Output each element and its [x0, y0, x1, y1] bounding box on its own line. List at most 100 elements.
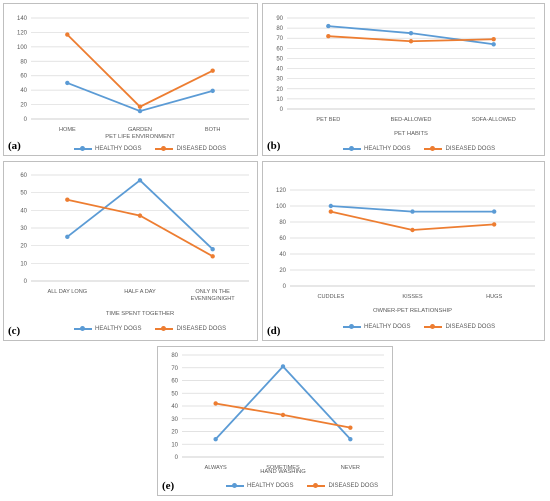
legend-label-healthy: HEALTHY DOGS [247, 483, 294, 489]
chart-panel-a: 0 20 40 60 80 100 120 140 HOME GARDEN BOTH PET LIFE… [3, 3, 258, 156]
legend-b: HEALTHY DOGS DISEASED DOGS [343, 146, 495, 152]
data-point-healthy [65, 234, 70, 240]
x-axis-label: PET LIFE ENVIRONMENT [105, 134, 175, 140]
data-point-healthy [210, 88, 215, 94]
chart-e-svg: 0 10 20 30 40 50 60 70 80 ALWAYS SOMETIMES NEVER HAN… [171, 353, 384, 475]
legend-c: HEALTHY DOGS DISEASED DOGS [74, 326, 226, 332]
legend-e: HEALTHY DOGS DISEASED DOGS [226, 483, 378, 489]
legend-label-diseased: DISEASED DOGS [445, 324, 496, 330]
x-tick-label: HALF A DAY [124, 289, 156, 295]
legend-swatch-diseased [424, 324, 443, 329]
chart-c-svg: 0 10 20 30 40 50 60 ALL DAY LONG HALF A DAY ONLY … [20, 173, 249, 317]
x-tick-label: KISSES [402, 294, 422, 300]
legend-label-diseased: DISEASED DOGS [176, 326, 227, 332]
chart-panel-e: 0 10 20 30 40 50 60 70 80 ALWAYS SOMETIMES NEVER HAN… [157, 346, 393, 496]
chart-panel-c: 0 10 20 30 40 50 60 ALL DAY LONG HALF A DAY ONLY … [3, 161, 258, 341]
y-tick-label: 60 [20, 173, 27, 179]
x-tick-label: BED-ALLOWED [391, 117, 432, 123]
legend-swatch-healthy [74, 146, 92, 151]
legend-item-diseased: DISEASED DOGS [155, 146, 226, 152]
data-point-healthy [408, 30, 414, 36]
y-tick-label: 10 [276, 97, 283, 103]
data-point-diseased [326, 34, 331, 39]
legend-swatch-diseased [155, 326, 174, 331]
y-tick-label: 70 [276, 36, 283, 42]
data-point-healthy [491, 42, 496, 47]
legend-label-diseased: DISEASED DOGS [445, 146, 496, 152]
y-tick-label: 0 [283, 284, 287, 290]
legend-item-healthy: HEALTHY DOGS [74, 146, 141, 152]
y-tick-label: 100 [17, 45, 28, 51]
legend-swatch-diseased [155, 146, 174, 151]
y-tick-label: 0 [24, 279, 28, 285]
x-tick-label: ALWAYS [205, 465, 228, 471]
panel-label-a: (a) [8, 140, 21, 152]
panel-label-c: (c) [8, 325, 21, 337]
chart-panel-d: 0 20 40 60 80 100 120 CUDDLES KISSES HUGS OWNER-PE… [262, 161, 545, 341]
data-point-diseased [491, 222, 497, 227]
y-tick-label: 20 [276, 87, 283, 93]
y-tick-label: 20 [20, 244, 27, 250]
y-tick-label: 80 [20, 59, 27, 65]
y-tick-label: 120 [276, 188, 287, 194]
y-tick-label: 120 [17, 30, 28, 36]
y-tick-label: 60 [171, 379, 178, 385]
data-point-healthy [280, 364, 286, 369]
chart-a-svg: 0 20 40 60 80 100 120 140 HOME GARDEN BOTH PET LIFE… [17, 16, 249, 140]
y-tick-label: 40 [279, 252, 286, 258]
legend-label-healthy: HEALTHY DOGS [364, 324, 411, 330]
data-point-healthy [326, 23, 331, 29]
y-tick-label: 100 [276, 204, 287, 210]
data-point-healthy [137, 108, 143, 114]
data-point-diseased [213, 401, 218, 406]
y-tick-label: 60 [279, 236, 286, 242]
legend-swatch-healthy [343, 146, 361, 151]
legend-a: HEALTHY DOGS DISEASED DOGS [74, 146, 226, 152]
legend-item-diseased: DISEASED DOGS [307, 483, 378, 489]
chart-panel-b: 0 10 20 30 40 50 60 70 80 90 PET BED BED-ALLOWED SOF… [262, 3, 545, 156]
x-axis-label: TIME SPENT TOGETHER [106, 311, 174, 317]
y-tick-label: 0 [24, 117, 28, 123]
data-point-healthy [410, 209, 415, 214]
data-point-healthy [137, 178, 143, 183]
x-tick-label: HUGS [486, 294, 502, 300]
data-point-healthy [210, 247, 215, 252]
panel-label-d: (d) [267, 325, 281, 337]
y-tick-label: 80 [276, 26, 283, 32]
legend-item-healthy: HEALTHY DOGS [226, 483, 293, 489]
legend-item-diseased: DISEASED DOGS [155, 326, 226, 332]
legend-label-diseased: DISEASED DOGS [328, 483, 379, 489]
legend-label-healthy: HEALTHY DOGS [364, 146, 411, 152]
x-axis-label: OWNER-PET RELATIONSHIP [373, 308, 452, 314]
data-point-diseased [210, 68, 215, 73]
y-tick-label: 50 [276, 56, 283, 62]
x-tick-label: SOFA-ALLOWED [472, 117, 516, 123]
data-point-diseased [408, 39, 414, 44]
legend-swatch-healthy [226, 483, 244, 488]
data-point-diseased [65, 32, 70, 37]
series-line-diseased [330, 210, 495, 231]
y-tick-label: 90 [276, 16, 283, 22]
data-point-diseased [328, 209, 334, 214]
data-point-diseased [410, 227, 415, 233]
x-tick-label: NEVER [341, 465, 360, 471]
y-tick-label: 40 [20, 88, 27, 94]
data-point-healthy [213, 436, 218, 442]
y-tick-label: 30 [171, 417, 178, 423]
chart-b-svg: 0 10 20 30 40 50 60 70 80 90 PET BED BED-ALLOWED SOF… [276, 16, 535, 137]
y-tick-label: 80 [171, 353, 178, 359]
legend-swatch-healthy [343, 324, 361, 329]
data-point-diseased [280, 412, 286, 418]
legend-item-healthy: HEALTHY DOGS [343, 146, 410, 152]
y-tick-label: 50 [171, 391, 178, 397]
legend-item-healthy: HEALTHY DOGS [343, 324, 410, 330]
legend-swatch-diseased [307, 483, 326, 488]
chart-d-svg: 0 20 40 60 80 100 120 CUDDLES KISSES HUGS OWNER-PE… [276, 188, 535, 314]
x-tick-label: EVENING/NIGHT [191, 296, 236, 302]
legend-item-diseased: DISEASED DOGS [424, 324, 495, 330]
data-point-healthy [65, 80, 70, 86]
panel-label-b: (b) [267, 140, 281, 152]
y-tick-label: 40 [171, 404, 178, 410]
data-point-healthy [491, 209, 497, 214]
series-line-diseased [66, 33, 214, 108]
